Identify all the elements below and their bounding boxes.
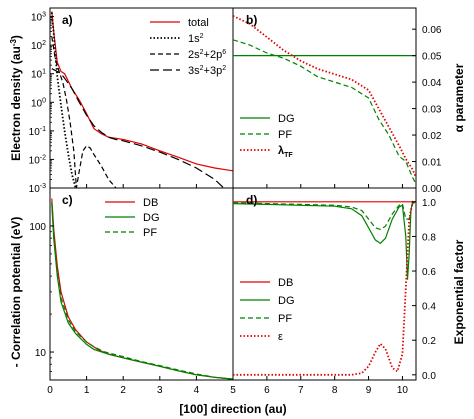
y-tick-label: 0.06 [422, 25, 442, 36]
legend-label: PF [143, 227, 157, 239]
legend-label: 3s2+3p2 [188, 65, 226, 77]
y-axis-label-correlation-potential: - Correlation potential (eV) [9, 217, 23, 368]
x-tick-label: 5 [230, 385, 236, 396]
y-axis-label-electron-density: Electron density (au-3) [9, 35, 23, 161]
x-axis-label: [100] direction (au) [179, 402, 286, 416]
x-tick-label: 0 [47, 385, 53, 396]
y-tick-label: 0.2 [422, 336, 436, 347]
legend-label: DG [278, 113, 295, 125]
y-tick-label: 0.00 [422, 184, 442, 195]
x-tick-label: 10 [397, 385, 409, 396]
legend-label: 2s2+2p6 [188, 49, 226, 61]
series-line-total [51, 11, 233, 172]
panel-label: b) [246, 13, 257, 27]
series-line-2s22p6 [51, 36, 117, 188]
y-tick-label: 10-1 [29, 126, 46, 138]
y-tick-label: 0.04 [422, 78, 442, 89]
y-tick-label: 0.03 [422, 105, 442, 116]
legend-label: PF [278, 313, 292, 325]
panel-c: 10 100 0 1 2 3 4 5 c) DB DG PF [29, 187, 236, 396]
y-tick-label: 100 [31, 97, 46, 109]
x-tick-label: 8 [332, 385, 338, 396]
y-tick-label: 0.02 [422, 131, 442, 142]
legend-label: total [188, 17, 209, 29]
x-tick-label: 6 [264, 385, 270, 396]
y-tick-label: 0.4 [422, 302, 436, 313]
y-tick-label: 0.8 [422, 232, 436, 243]
plot-frame [232, 187, 417, 381]
x-tick-label: 7 [298, 385, 304, 396]
panel-b: 0.00 0.01 0.02 0.03 0.04 0.05 0.06 b) DG PF λTF [232, 7, 442, 195]
series-line-db [51, 198, 233, 380]
y-tick-label: 0.05 [422, 52, 442, 63]
series-line-3s23p2 [51, 68, 225, 188]
panel-a: 10-3 10-2 10-1 100 101 102 103 a) total 1s2 2s2+2p… [29, 7, 234, 195]
y-tick-label: 100 [29, 222, 46, 233]
legend-label: DB [278, 277, 293, 289]
series-line-dg [51, 203, 233, 380]
y-axis-label-alpha-parameter: α parameter [452, 63, 466, 132]
y-tick-label: 10 [35, 348, 47, 359]
legend-label: PF [278, 129, 292, 141]
legend-label: 1s2 [188, 33, 204, 45]
x-tick-label: 3 [157, 385, 163, 396]
panel-label: d) [246, 193, 257, 207]
series-line-tf [233, 15, 416, 178]
legend-label: DB [143, 197, 158, 209]
y-tick-label: 0.01 [422, 158, 442, 169]
x-tick-label: 2 [120, 385, 126, 396]
plot-frame [49, 187, 234, 381]
legend-label: DG [143, 212, 160, 224]
y-tick-label: 102 [31, 40, 46, 52]
series-line-dg [233, 201, 416, 280]
y-tick-label: 10-2 [29, 154, 46, 166]
panel-label: c) [62, 193, 73, 207]
x-tick-label: 9 [366, 385, 372, 396]
y-tick-label: 103 [31, 12, 46, 24]
legend-label: λTF [278, 145, 293, 159]
y-tick-label: 10-3 [29, 183, 46, 195]
panel-d: 0.0 0.2 0.4 0.6 0.8 1.0 6 7 8 9 10 d) DB DG PF ε [232, 187, 436, 396]
series-line-1s2 [50, 12, 77, 188]
legend-label: ε [278, 331, 283, 343]
y-axis-label-exponential-factor: Exponential factor [452, 239, 466, 344]
series-line-pf [233, 201, 416, 231]
y-tick-label: 0.6 [422, 267, 436, 278]
series-line-pf [233, 39, 416, 185]
y-tick-label: 101 [31, 69, 46, 81]
legend-label: DG [278, 295, 295, 307]
y-tick-label: 0.0 [422, 371, 436, 382]
x-tick-label: 1 [84, 385, 90, 396]
series-line-pf [51, 201, 233, 380]
y-tick-label: 1.0 [422, 198, 436, 209]
series-line- [233, 200, 416, 376]
plot-frame [232, 7, 417, 189]
x-tick-label: 4 [194, 385, 200, 396]
panel-label: a) [62, 13, 73, 27]
